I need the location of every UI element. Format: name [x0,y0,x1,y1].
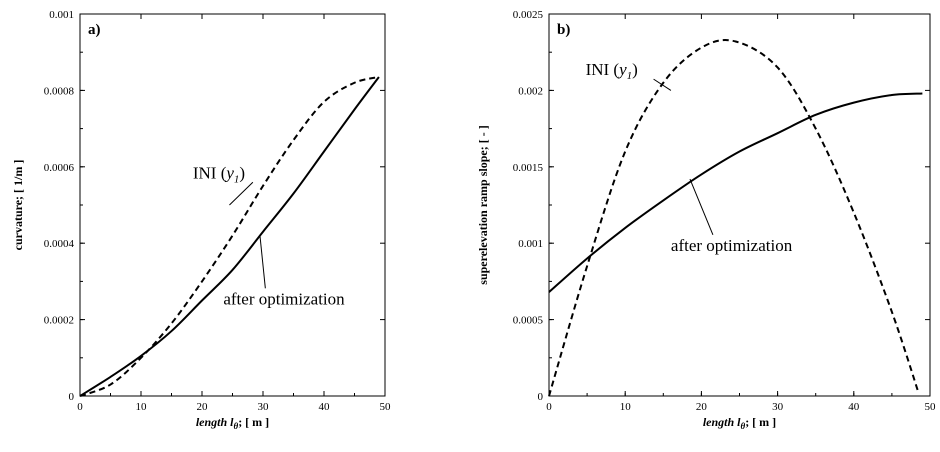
series-line-ini [79,76,380,397]
y-tick-label: 0.002 [518,85,543,97]
y-tick-label: 0.0005 [513,315,544,327]
y-tick-label: 0 [538,391,544,403]
series-name: INI [586,60,610,79]
y-axis-title: superelevation ramp slope; [ - ] [476,125,490,284]
x-axis-title-main: length l [196,415,234,429]
y-tick-label: 0.0006 [44,162,75,174]
x-tick-label: 30 [772,401,784,413]
y-tick-label: 0.0002 [44,315,74,327]
series-name-paren-close: ) [239,163,245,182]
x-tick-label: 20 [696,401,708,413]
panel-label: a) [88,22,101,38]
legend-label-ini: INI (y1) [193,163,245,185]
series-name-var: y [224,163,234,182]
x-tick-label: 20 [197,401,209,413]
x-tick-label: 50 [925,401,937,413]
series-name: INI [193,163,217,182]
chart-panel-a: 0 10 20 30 40 50 0 0.0002 0.0004 0.0006 0.0008 0.00… [11,9,391,431]
series-name-sub: 1 [234,173,240,185]
annotation-leader-line [653,78,672,91]
y-tick-label: 0 [69,391,75,403]
series-name-paren-close: ) [632,60,638,79]
y-tick-label: 0.001 [518,238,543,250]
legend-label-after-optimization: after optimization [223,289,345,308]
y-tick-label: 0.001 [49,9,74,21]
x-tick-label: 0 [77,401,83,413]
x-tick-label: 30 [258,401,270,413]
series-line-after-optimization [79,76,380,397]
legend-label-ini: INI (y1) [586,60,638,82]
series-name-paren-open: ( [609,60,619,79]
x-tick-label: 50 [380,401,392,413]
y-axis-title: curvature; [ 1/m ] [11,160,25,251]
x-axis-title-sub: θ [234,421,239,431]
x-tick-label: 40 [848,401,860,413]
x-tick-label: 0 [546,401,552,413]
y-tick-label: 0.0008 [44,85,75,97]
x-tick-label: 10 [136,401,148,413]
x-axis-title-main: length l [703,415,741,429]
annotation-leader-line [689,178,714,236]
x-tick-label: 40 [319,401,331,413]
series-name-paren-open: ( [216,163,226,182]
y-tick-label: 0.0025 [513,9,544,21]
y-tick-label: 0.0004 [44,238,75,250]
series-name-sub: 1 [627,70,633,82]
x-axis-title: length lθ; [ m ] [703,415,776,431]
chart-panel-b: 0 10 20 30 40 50 0 0.0005 0.001 0.0015 0.002 0.0025… [476,9,936,431]
x-axis-title-unit: ; [ m ] [238,415,269,429]
series-line-after-optimization [548,92,923,293]
annotation-leader-line [229,181,254,206]
plot-frame [79,13,386,397]
y-tick-label: 0.0015 [513,162,544,174]
series-name-var: y [617,60,627,79]
series-line-ini [548,39,920,397]
x-tick-label: 10 [620,401,632,413]
x-axis-title: length lθ; [ m ] [196,415,269,431]
x-axis-title-unit: ; [ m ] [745,415,776,429]
x-axis-title-sub: θ [741,421,746,431]
series-name: after optimization [671,236,793,255]
panel-label: b) [557,22,570,38]
series-name: after optimization [223,289,345,308]
annotation-leader-line [259,235,266,289]
legend-label-after-optimization: after optimization [671,236,793,255]
